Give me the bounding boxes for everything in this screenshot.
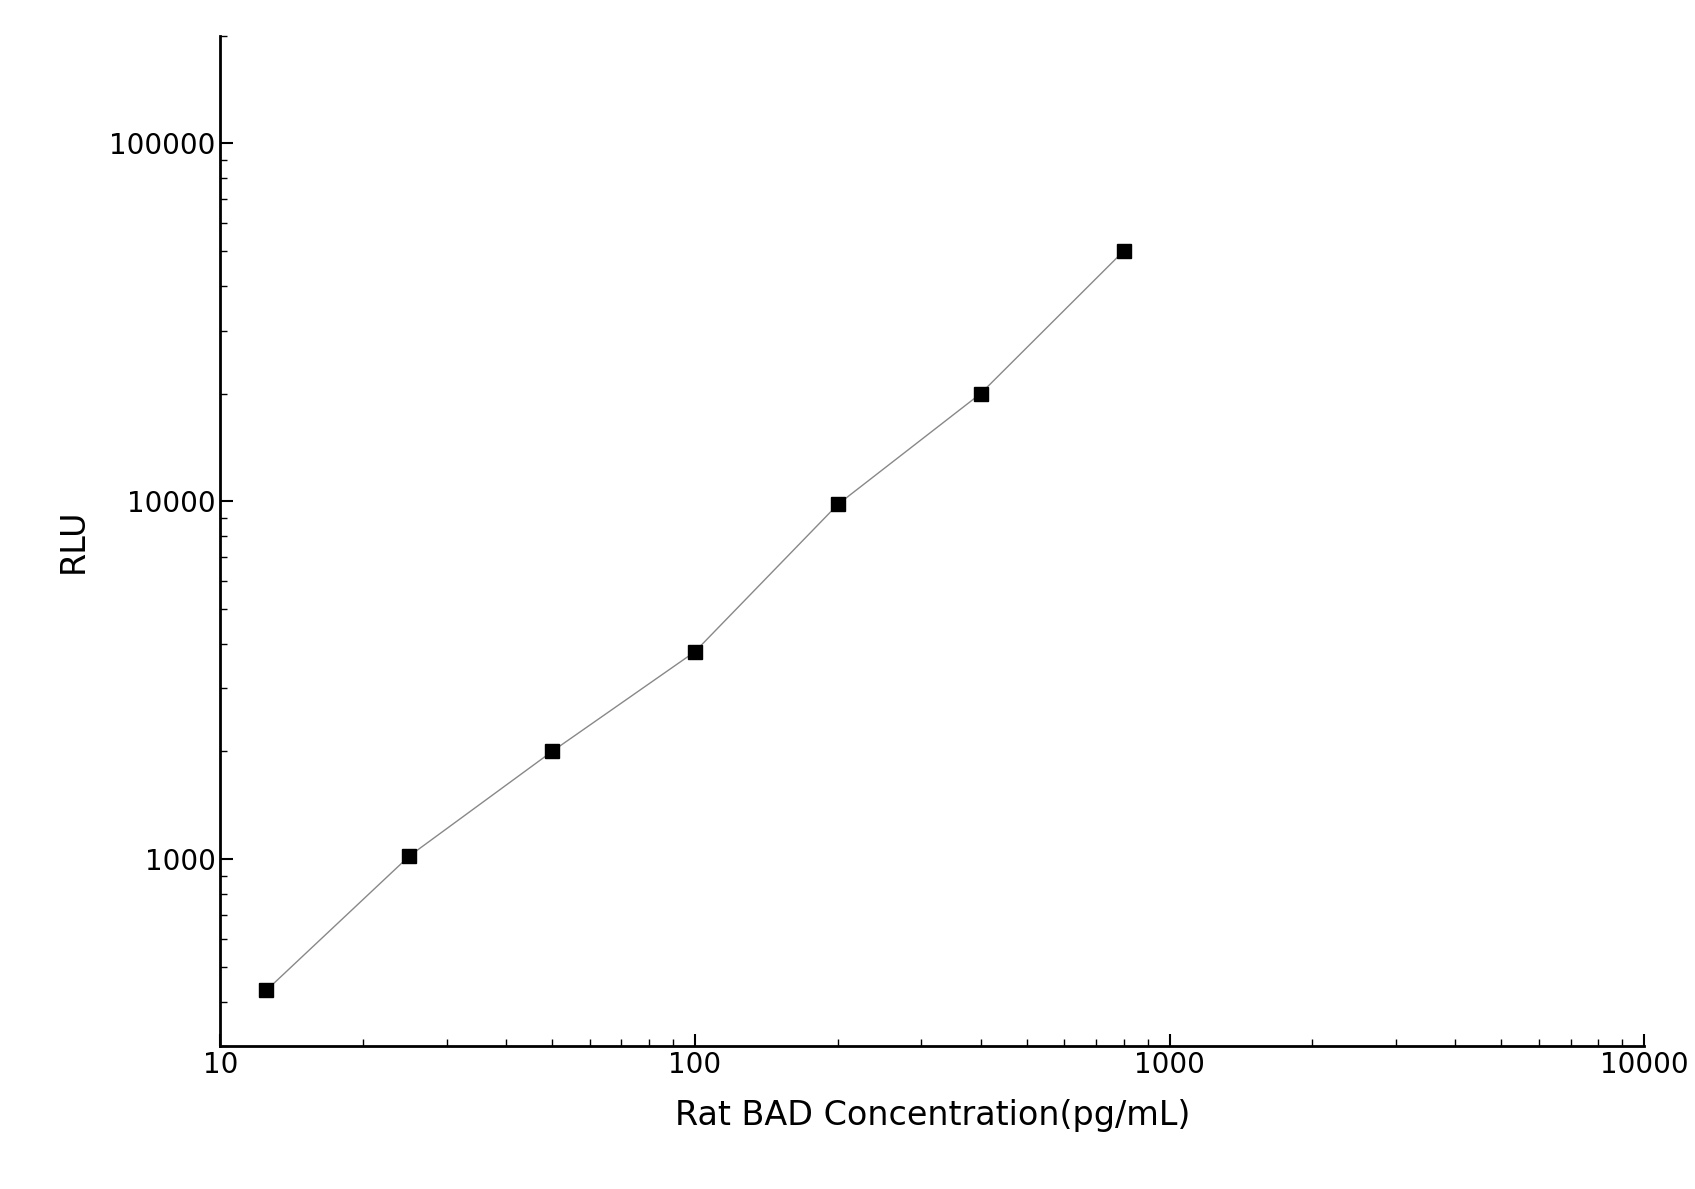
- Y-axis label: RLU: RLU: [56, 509, 90, 573]
- X-axis label: Rat BAD Concentration(pg/mL): Rat BAD Concentration(pg/mL): [675, 1099, 1190, 1132]
